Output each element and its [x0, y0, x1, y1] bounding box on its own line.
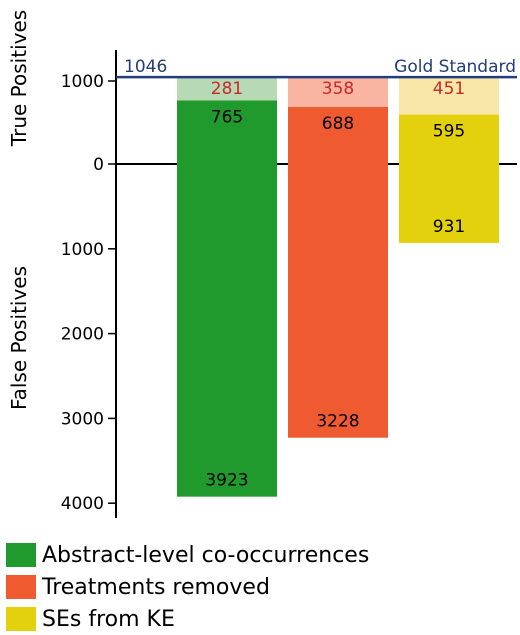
legend-item-0: Abstract-level co-occurrences	[6, 540, 369, 570]
bar-false-positive-0	[177, 164, 277, 497]
bar-true-positive-1	[288, 106, 388, 164]
fp-value-label-2: 931	[433, 217, 465, 237]
legend-label-0: Abstract-level co-occurrences	[42, 542, 370, 568]
tp-value-label-2: 595	[433, 122, 465, 142]
bar-true-positive-0	[177, 100, 277, 164]
bar-false-positive-1	[288, 164, 388, 438]
legend-swatch-2	[6, 607, 36, 631]
tp-value-label-1: 688	[322, 114, 354, 134]
label-layer: 281 765 3923 358 688 3228 451 595 931 1046 Gold St…	[116, 57, 517, 491]
fp-tick-label-0: 1000	[61, 240, 104, 260]
legend-item-1: Treatments removed	[6, 572, 270, 602]
bar-missed-2	[399, 77, 499, 115]
bar-layer	[177, 77, 499, 497]
chart: 0 1000 1000 2000 3000 4000 True Positives False…	[7, 10, 517, 518]
legend-label-2: SEs from KE	[42, 606, 175, 632]
fp-tick-label-3: 4000	[61, 494, 104, 514]
legend-swatch-1	[6, 575, 36, 599]
y-axis-title-true-positives: True Positives	[7, 10, 31, 147]
bar-missed-1	[288, 77, 388, 107]
fp-tick-label-2: 3000	[61, 409, 104, 429]
bar-false-positive-2	[399, 164, 499, 243]
tp-tick-label-0: 0	[93, 155, 104, 175]
legend-label-1: Treatments removed	[42, 574, 270, 600]
axis-layer: 0 1000 1000 2000 3000 4000 True Positives False…	[7, 10, 517, 518]
y-axis-title-false-positives: False Positives	[7, 266, 31, 410]
fp-tick-label-1: 2000	[61, 325, 104, 345]
legend-swatch-0	[6, 543, 36, 567]
missed-value-label-2: 451	[433, 79, 465, 99]
fp-value-label-1: 3228	[316, 412, 359, 432]
fp-value-label-0: 3923	[205, 471, 248, 491]
bar-missed-0	[177, 77, 277, 101]
bar-true-positive-2	[399, 114, 499, 164]
gold-standard-label: Gold Standard	[394, 57, 516, 77]
legend-item-2: SEs from KE	[6, 604, 175, 634]
missed-value-label-0: 281	[211, 79, 243, 99]
tp-tick-label-1: 1000	[61, 72, 104, 92]
tp-value-label-0: 765	[211, 108, 243, 128]
gold-standard-value: 1046	[124, 57, 167, 77]
missed-value-label-1: 358	[322, 79, 354, 99]
